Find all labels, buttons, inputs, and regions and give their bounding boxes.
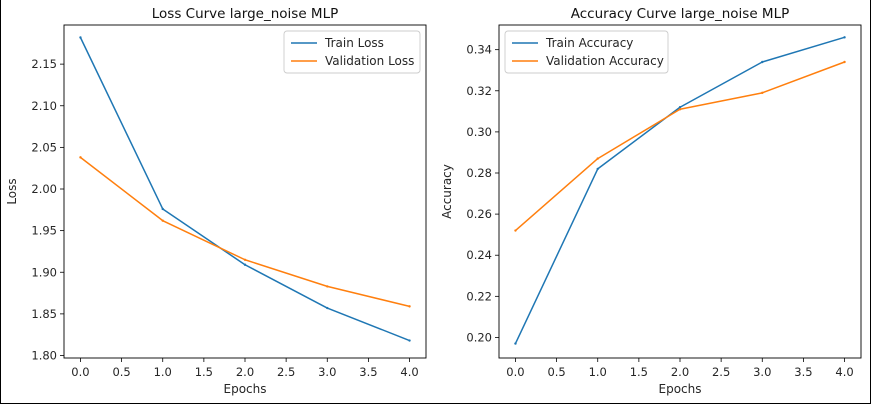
x-tick-label: 2.5 [277,365,295,379]
data-point [326,285,329,288]
x-axis-label: Epochs [224,382,267,396]
x-tick-label: 1.5 [630,365,648,379]
x-tick-label: 2.0 [236,365,254,379]
series-line-validation-accuracy [514,61,845,232]
accuracy-chart: Accuracy Curve large_noise MLP 0.0 0.5 1.0… [440,6,862,396]
chart-title: Loss Curve large_noise MLP [152,6,339,22]
x-tick-label: 0.0 [71,365,89,379]
y-tick-label: 0.26 [466,207,492,221]
x-tick-label: 3.5 [794,365,812,379]
plot-area: 0.0 0.5 1.0 1.5 2.0 2.5 3.0 3.5 4.0 0.20 0.22 0.24 0… [466,24,862,379]
y-axis-label: Accuracy [440,164,454,219]
x-tick-label: 2.0 [671,365,689,379]
data-point [161,219,164,222]
series-line-train-accuracy [514,36,845,344]
chart-title: Accuracy Curve large_noise MLP [571,6,790,22]
x-tick-label: 3.0 [318,365,336,379]
data-point [514,229,517,232]
y-tick-label: 0.32 [466,84,492,98]
y-axis-label: Loss [5,178,19,204]
y-tick-label: 1.80 [31,349,57,363]
data-point [596,167,599,171]
y-tick-label: 0.20 [466,330,492,344]
legend-entry: Validation Accuracy [546,54,664,68]
x-axis-label: Epochs [659,382,702,396]
x-tick-label: 0.5 [547,365,565,379]
x-tick-label: 3.0 [753,365,771,379]
legend-box [283,30,421,74]
data-point [79,156,82,159]
data-point [761,60,764,64]
y-tick-label: 0.30 [466,125,492,139]
x-tick-label: 3.5 [359,365,377,379]
data-point [243,258,247,261]
data-point [408,339,411,342]
data-point [843,60,846,64]
series-line-validation-loss [79,156,410,308]
data-point [514,342,517,345]
y-tick-label: 2.15 [31,57,57,71]
y-tick-label: 2.00 [31,182,57,196]
y-tick-label: 0.34 [466,43,492,57]
y-tick-label: 1.85 [31,307,57,321]
data-point [678,108,682,111]
x-tick-label: 0.5 [112,365,130,379]
x-tick-label: 4.0 [835,365,853,379]
data-point [678,106,682,109]
data-point [79,36,82,39]
data-point [326,306,329,310]
legend: Train Loss Validation Loss [283,30,421,74]
data-point [243,263,247,266]
legend-entry: Train Loss [324,36,384,50]
data-point [408,305,411,308]
data-point [843,36,846,39]
x-tick-label: 1.0 [589,365,607,379]
axes-frame [498,24,862,359]
data-point [596,157,599,160]
y-tick-label: 0.22 [466,289,492,303]
y-tick-label: 2.05 [31,140,57,154]
loss-chart: Loss Curve large_noise MLP 0.0 0.5 1.0 1.5 2… [5,6,427,396]
data-point [161,207,164,211]
x-tick-label: 0.0 [506,365,524,379]
x-tick-label: 1.0 [154,365,172,379]
legend-box [504,30,669,74]
y-tick-label: 0.28 [466,166,492,180]
y-tick-label: 1.90 [31,265,57,279]
x-tick-label: 1.5 [195,365,213,379]
y-tick-label: 1.95 [31,224,57,238]
plot-area: 0.0 0.5 1.0 1.5 2.0 2.5 3.0 3.5 4.0 1.80 1.85 1.90 1… [31,24,427,379]
legend-entry: Validation Loss [325,54,414,68]
axes-frame [63,24,427,359]
legend-entry: Train Accuracy [545,36,633,50]
data-point [761,91,764,95]
legend: Train Accuracy Validation Accuracy [504,30,669,74]
x-tick-label: 4.0 [400,365,418,379]
y-tick-label: 0.24 [466,248,492,262]
y-tick-label: 2.10 [31,99,57,113]
x-tick-label: 2.5 [712,365,730,379]
